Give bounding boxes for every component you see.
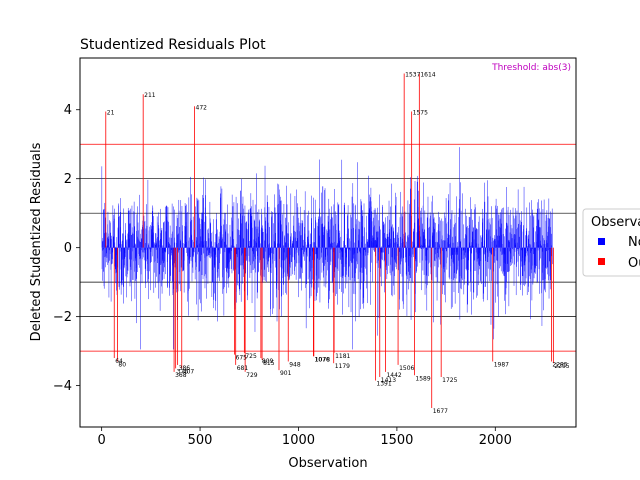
outlier-label: 1575 <box>413 109 428 116</box>
plot-frame <box>79 57 577 428</box>
legend-swatch-outlier <box>598 258 605 265</box>
legend-title: Observation <box>591 215 640 230</box>
outlier-label: 1076 <box>314 356 329 363</box>
outlier-label: 901 <box>280 370 292 377</box>
outlier-label: 1725 <box>442 377 457 384</box>
y-axis-ticks: −4 −2 0 2 4 <box>53 103 80 394</box>
outlier-label: 1442 <box>386 372 401 379</box>
outlier-label: 211 <box>144 92 156 99</box>
outlier-label: 2285 <box>552 361 567 368</box>
x-tick-label: 0 <box>98 433 106 448</box>
chart-title: Studentized Residuals Plot <box>80 37 266 53</box>
x-tick-label: 1500 <box>380 433 413 448</box>
outlier-label: 21 <box>107 109 115 116</box>
outlier-label: 729 <box>246 372 258 379</box>
outlier-label: 725 <box>245 353 257 360</box>
outlier-label: 1078 <box>315 356 330 363</box>
outlier-label: 815 <box>263 360 275 367</box>
y-tick-label: 2 <box>64 172 72 187</box>
x-tick-label: 500 <box>188 433 213 448</box>
outlier-label: 376 <box>177 368 189 375</box>
outlier-label: 675 <box>236 355 248 362</box>
y-tick-label: 0 <box>64 241 72 256</box>
outlier-label: 1413 <box>381 377 396 384</box>
normal-residual-bars <box>101 147 553 350</box>
outlier-label: 80 <box>118 361 126 368</box>
legend-label-normal: Normal <box>628 235 640 250</box>
legend-swatch-normal <box>598 238 605 245</box>
y-tick-label: 4 <box>64 103 72 118</box>
outlier-label: 1391 <box>376 380 391 387</box>
outlier-label: 2295 <box>554 363 569 370</box>
outlier-label: 1987 <box>494 361 509 368</box>
outlier-label: 1677 <box>433 408 448 415</box>
outlier-label: 1181 <box>335 353 350 360</box>
threshold-label: Threshold: abs(3) <box>491 63 571 73</box>
outlier-label: 809 <box>262 358 274 365</box>
x-axis-label: Observation <box>288 456 367 471</box>
outlier-bars <box>105 73 554 409</box>
outlier-label: 1614 <box>420 72 435 79</box>
outlier-label: 1506 <box>399 365 414 372</box>
legend-box <box>582 208 640 277</box>
outlier-label: 1589 <box>415 375 430 382</box>
y-tick-label: −2 <box>53 310 72 325</box>
y-tick-label: −4 <box>53 379 72 394</box>
residual-bars <box>101 147 553 350</box>
outlier-label: 386 <box>179 365 191 372</box>
outlier-label: 64 <box>115 358 123 365</box>
reference-lines <box>80 143 576 352</box>
y-axis-label: Deleted Studentized Residuals <box>29 142 44 341</box>
legend-label-outlier: Outlier <box>628 256 640 271</box>
outlier-label: 472 <box>196 104 208 111</box>
x-axis-ticks: 0 500 1000 1500 2000 <box>98 427 512 448</box>
outlier-label: 1537 <box>405 72 420 79</box>
x-tick-label: 1000 <box>282 433 315 448</box>
outlier-label: 1179 <box>335 363 350 370</box>
outlier-label: 948 <box>289 361 301 368</box>
outlier-label: 681 <box>237 365 249 372</box>
outlier-label: 407 <box>183 368 195 375</box>
x-tick-label: 2000 <box>479 433 512 448</box>
outlier-label: 368 <box>175 372 187 379</box>
legend: Observation Normal Outlier <box>582 208 640 277</box>
